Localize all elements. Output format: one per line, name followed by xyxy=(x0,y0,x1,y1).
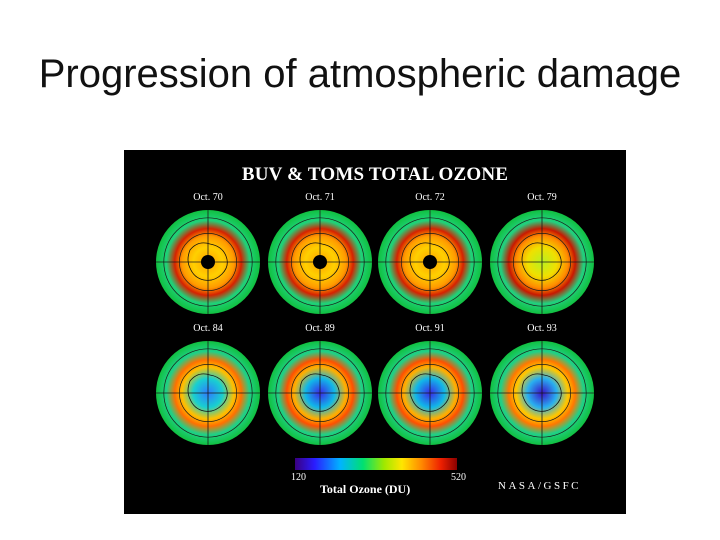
colorbar-title: Total Ozone (DU) xyxy=(320,482,411,496)
panel-label: Oct. 70 xyxy=(193,192,223,203)
panel-label: Oct. 93 xyxy=(527,323,557,334)
slide-title: Progression of atmospheric damage xyxy=(38,52,682,96)
colorbar-max-label: 520 xyxy=(451,472,466,483)
coastline xyxy=(409,373,450,412)
coastline xyxy=(299,373,340,412)
ozone-map xyxy=(156,341,260,445)
ozone-map xyxy=(490,341,594,445)
credit-label: NASA/GSFC xyxy=(498,480,582,492)
panel-label: Oct. 89 xyxy=(305,323,335,334)
ozone-map xyxy=(156,210,260,314)
ozone-figure: BUV & TOMS TOTAL OZONE Oct. 70 Oct. 71 O… xyxy=(124,150,626,514)
ozone-map xyxy=(378,341,482,445)
coastline xyxy=(187,242,228,281)
pole-data-gap xyxy=(423,255,437,269)
coastline xyxy=(521,373,562,412)
panel-label: Oct. 72 xyxy=(415,192,445,203)
panel-label: Oct. 71 xyxy=(305,192,335,203)
panel-label: Oct. 79 xyxy=(527,192,557,203)
panel-label: Oct. 84 xyxy=(193,323,223,334)
panel-label: Oct. 91 xyxy=(415,323,445,334)
pole-data-gap xyxy=(313,255,327,269)
coastline xyxy=(521,242,562,281)
coastline xyxy=(409,242,450,281)
figure-title: BUV & TOMS TOTAL OZONE xyxy=(241,164,509,185)
ozone-map xyxy=(268,341,372,445)
coastline xyxy=(299,242,340,281)
coastline xyxy=(187,373,228,412)
ozone-map xyxy=(378,210,482,314)
colorbar xyxy=(295,458,457,470)
pole-data-gap xyxy=(201,255,215,269)
colorbar-min-label: 120 xyxy=(291,472,306,483)
ozone-map xyxy=(490,210,594,314)
ozone-map xyxy=(268,210,372,314)
